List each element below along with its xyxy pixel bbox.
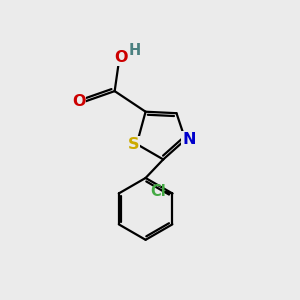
- Text: H: H: [128, 43, 140, 58]
- Text: O: O: [72, 94, 86, 109]
- Text: Cl: Cl: [150, 184, 166, 200]
- Text: O: O: [114, 50, 127, 65]
- Text: N: N: [182, 132, 196, 147]
- Text: S: S: [128, 136, 139, 152]
